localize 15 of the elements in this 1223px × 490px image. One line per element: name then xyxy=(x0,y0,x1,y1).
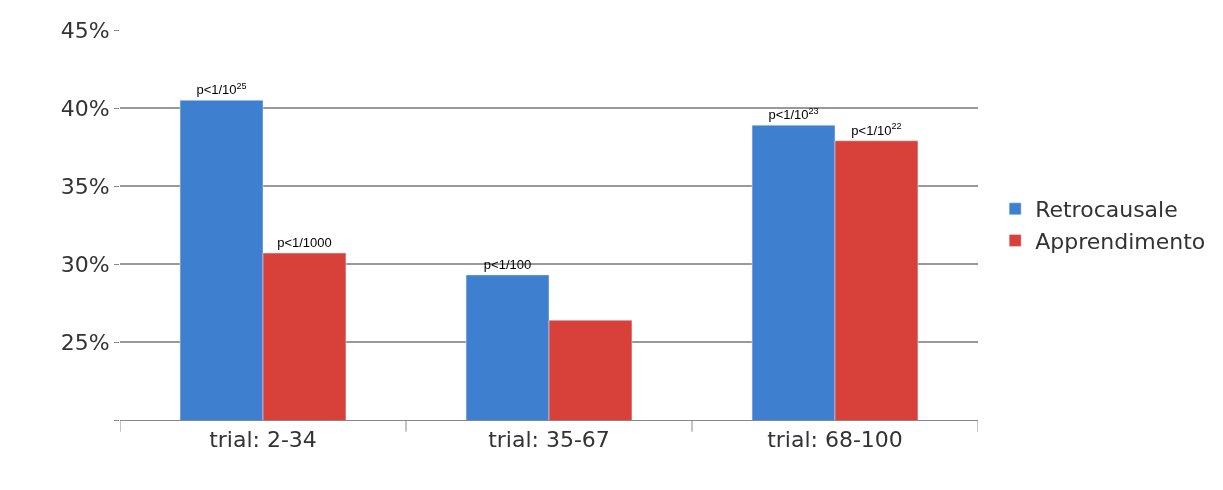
y-tick-label: 30% xyxy=(60,251,110,277)
data-label: p<1/1000 xyxy=(277,235,332,251)
y-tick-label: 35% xyxy=(60,173,110,199)
legend-label: Apprendimento xyxy=(1035,228,1206,254)
data-label: p<1/10$^{22}$ xyxy=(851,121,902,138)
data-label: p<1/10$^{23}$ xyxy=(768,105,819,123)
y-tick-label: 40% xyxy=(60,95,110,121)
data-label: p<1/10$^{25}$ xyxy=(196,80,247,98)
x-tick-label: trial: 35-67 xyxy=(488,427,610,453)
legend-label: Retrocausale xyxy=(1035,197,1178,223)
x-tick-label: trial: 68-100 xyxy=(767,427,903,453)
data-label: p<1/100 xyxy=(483,256,532,272)
y-tick-label: 25% xyxy=(60,329,110,355)
y-tick-label: 45% xyxy=(60,17,110,43)
x-tick-label: trial: 2-34 xyxy=(209,427,317,453)
